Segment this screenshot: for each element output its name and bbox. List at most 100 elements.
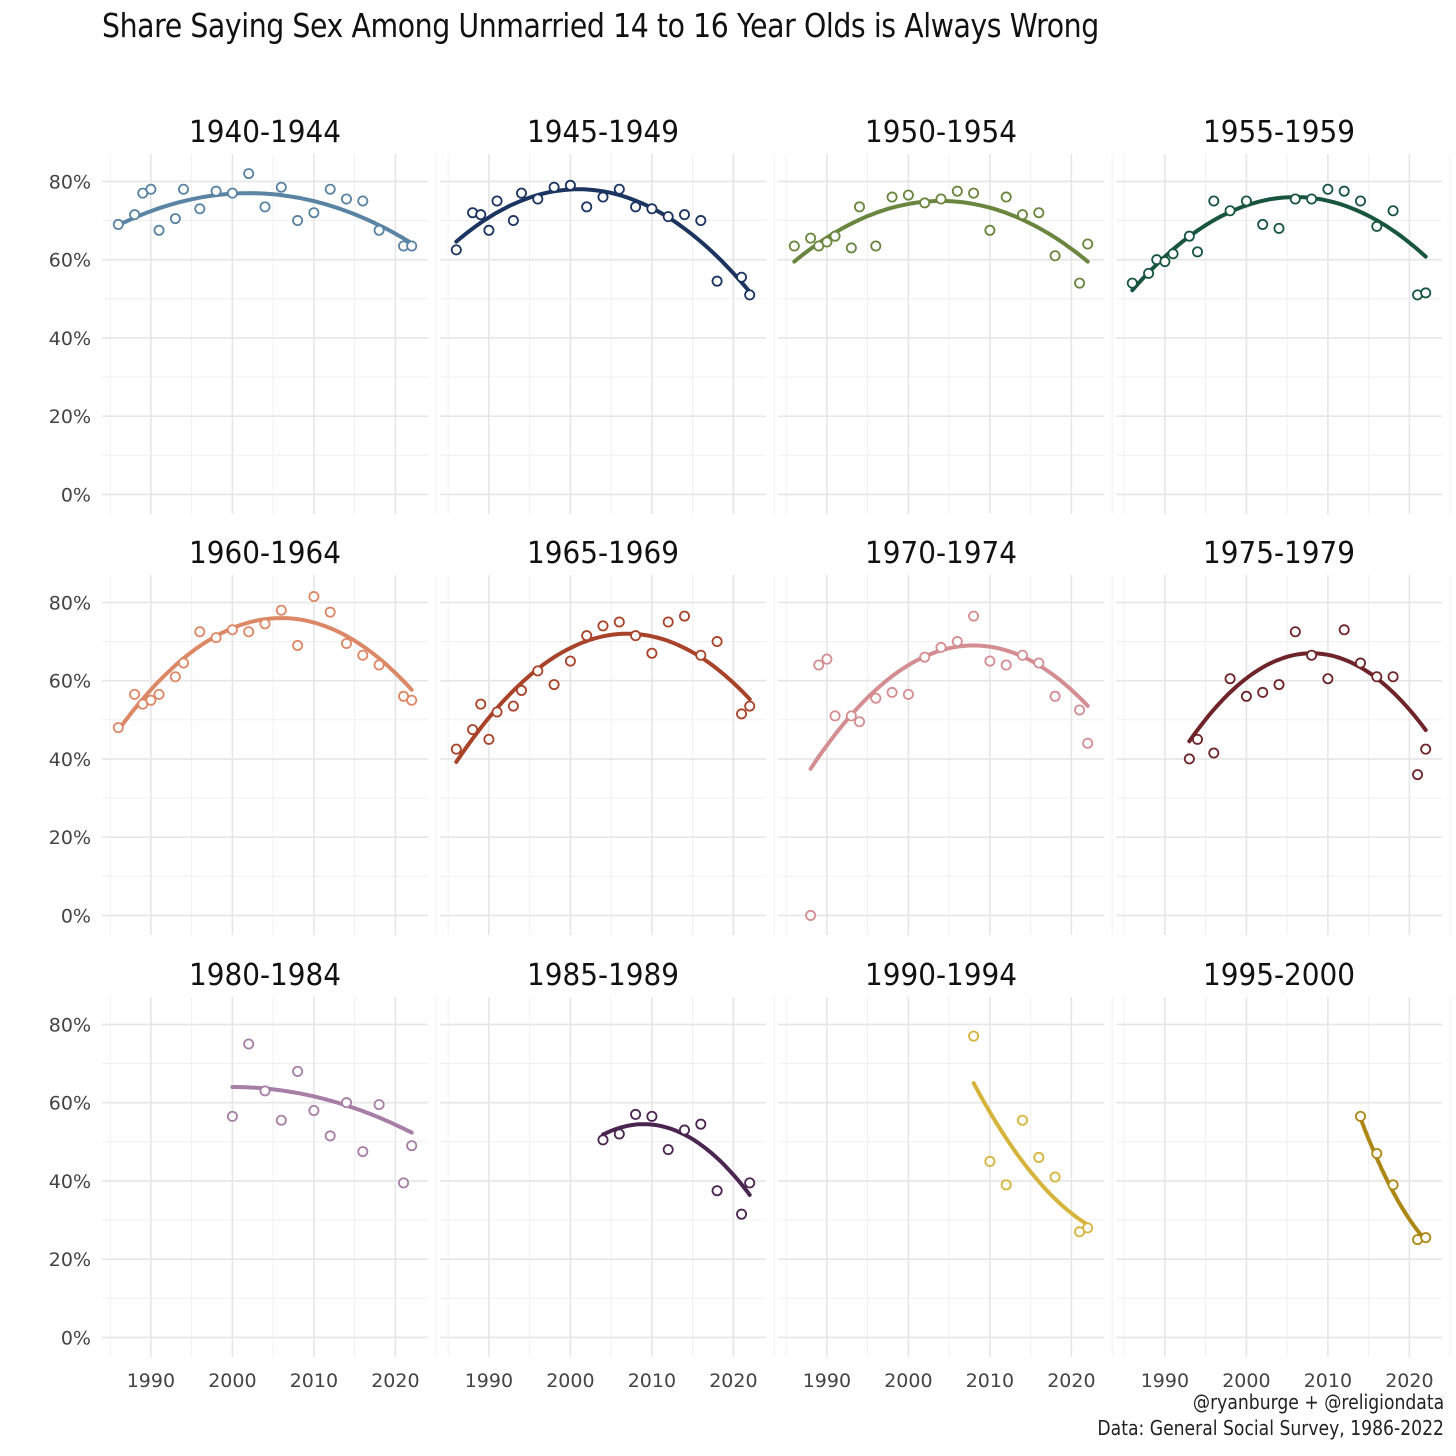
data-point: [177, 183, 189, 195]
data-point: [1224, 205, 1236, 217]
data-point: [870, 692, 882, 704]
data-point: [153, 224, 165, 236]
data-point: [177, 657, 189, 669]
facet-panel: 1985-1989 1990 2000 2010 2020: [440, 958, 775, 1392]
data-point: [1322, 183, 1334, 195]
data-point: [210, 632, 222, 644]
data-point: [1355, 195, 1367, 207]
trend-line: [601, 1122, 752, 1197]
y-tick-label: 40%: [49, 328, 91, 350]
data-point: [1355, 1110, 1367, 1122]
data-point: [275, 181, 287, 193]
facet-panel: 1940-1944 0% 20% 40% 60% 80%: [49, 115, 437, 514]
data-point: [169, 671, 181, 683]
data-point: [259, 201, 271, 213]
data-point: [373, 224, 385, 236]
data-point: [112, 218, 124, 230]
data-point: [805, 232, 817, 244]
data-point: [984, 1155, 996, 1167]
data-point: [711, 275, 723, 287]
x-tick-label: 2010: [290, 1370, 338, 1392]
data-point: [340, 193, 352, 205]
data-point: [324, 606, 336, 618]
data-point: [630, 201, 642, 213]
data-point: [902, 189, 914, 201]
data-point: [613, 616, 625, 628]
data-point: [1049, 250, 1061, 262]
data-point: [736, 271, 748, 283]
data-point: [1355, 657, 1367, 669]
trend-line: [454, 187, 752, 294]
y-tick-label: 20%: [49, 1249, 91, 1271]
y-tick-label: 0%: [61, 905, 91, 927]
facet-panel: 1995-2000 1990 2000 2010 2020: [1116, 958, 1451, 1392]
data-point: [1240, 195, 1252, 207]
data-point: [450, 244, 462, 256]
data-point: [308, 1104, 320, 1116]
x-tick-label: 2020: [1047, 1370, 1095, 1392]
facet-label: 1940-1944: [189, 115, 341, 150]
data-point: [357, 195, 369, 207]
data-point: [805, 909, 817, 921]
x-tick-label: 2000: [1222, 1370, 1270, 1392]
data-point: [357, 649, 369, 661]
data-point: [1074, 277, 1086, 289]
facet-panel: 1965-1969: [440, 536, 775, 935]
y-tick-label: 60%: [49, 250, 91, 272]
data-point: [935, 641, 947, 653]
facet-label: 1985-1989: [527, 958, 679, 993]
chart-title: Share Saying Sex Among Unmarried 14 to 1…: [102, 6, 1099, 45]
facet-label: 1980-1984: [189, 958, 341, 993]
data-point: [813, 659, 825, 671]
x-tick-label: 2010: [1304, 1370, 1352, 1392]
data-point: [1159, 256, 1171, 268]
data-point: [1289, 626, 1301, 638]
data-point: [1306, 193, 1318, 205]
data-point: [711, 1185, 723, 1197]
data-point: [1049, 1171, 1061, 1183]
y-tick-label: 20%: [49, 827, 91, 849]
data-point: [259, 618, 271, 630]
data-point: [145, 183, 157, 195]
data-point: [145, 694, 157, 706]
facet-label: 1990-1994: [865, 958, 1017, 993]
data-point: [984, 224, 996, 236]
data-point: [1420, 743, 1432, 755]
data-point: [491, 195, 503, 207]
data-point: [630, 630, 642, 642]
data-point: [902, 688, 914, 700]
data-point: [646, 1110, 658, 1122]
data-point: [1208, 195, 1220, 207]
data-point: [564, 179, 576, 191]
data-point: [646, 647, 658, 659]
data-point: [695, 1118, 707, 1130]
data-point: [1183, 753, 1195, 765]
data-point: [243, 626, 255, 638]
data-point: [1082, 238, 1094, 250]
data-point: [450, 743, 462, 755]
y-tick-label: 40%: [49, 1171, 91, 1193]
data-point: [357, 1146, 369, 1158]
facet-label: 1960-1964: [189, 536, 341, 571]
data-point: [1017, 649, 1029, 661]
data-point: [1183, 230, 1195, 242]
trend-line: [1358, 1116, 1428, 1243]
data-point: [736, 708, 748, 720]
data-point: [1257, 218, 1269, 230]
data-point: [532, 665, 544, 677]
data-point: [340, 1097, 352, 1109]
facet-label: 1945-1949: [527, 115, 679, 150]
data-point: [1033, 1151, 1045, 1163]
credit-caption: @ryanburge + @religiondata: [1192, 1390, 1444, 1414]
data-point: [788, 240, 800, 252]
data-point: [1306, 649, 1318, 661]
y-tick-label: 0%: [61, 1327, 91, 1349]
data-point: [695, 215, 707, 227]
facet-panel: 1990-1994 1990 2000 2010 2020: [778, 958, 1113, 1392]
data-point: [406, 240, 418, 252]
data-point: [340, 637, 352, 649]
data-point: [491, 706, 503, 718]
data-point: [398, 1177, 410, 1189]
x-tick-label: 2010: [966, 1370, 1014, 1392]
y-tick-label: 20%: [49, 406, 91, 428]
